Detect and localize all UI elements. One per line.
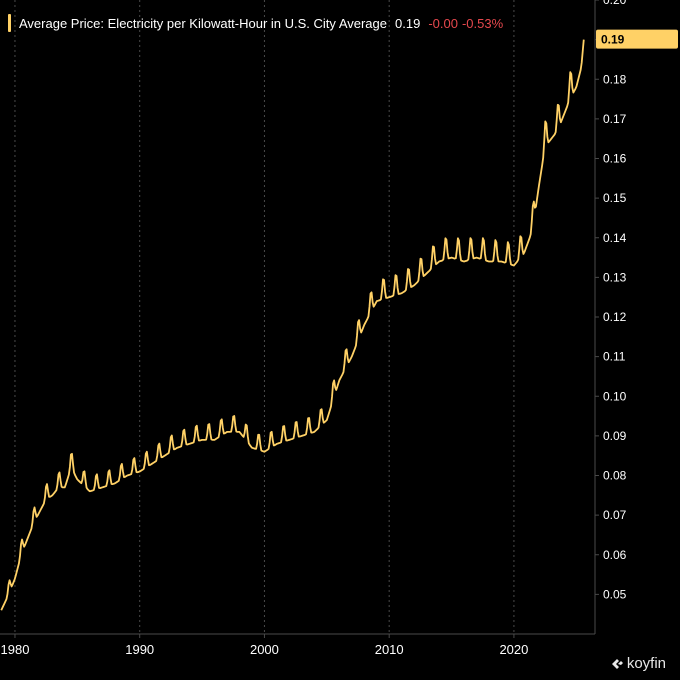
y-tick-label: 0.18 (603, 72, 627, 86)
x-axis-ticks: 1980 1990 2000 2010 2020 (1, 634, 528, 657)
x-tick-label: 2020 (499, 642, 528, 657)
legend-change-percent: -0.53% (461, 15, 504, 31)
legend-series-title: Average Price: Electricity per Kilowatt-… (19, 15, 387, 31)
y-tick-label: 0.16 (603, 152, 627, 166)
y-tick-label: 0.10 (603, 389, 627, 403)
y-tick-label: 0.09 (603, 429, 627, 443)
koyfin-wordmark: koyfin (626, 655, 666, 672)
x-tick-label: 1980 (1, 642, 30, 657)
y-tick-label: 0.05 (603, 587, 627, 601)
y-tick-label: 0.15 (603, 191, 627, 205)
y-axis-ticks: 0.05 0.06 0.07 0.08 0.09 0.10 0.11 0.12 0.13 0.14… (595, 0, 627, 601)
chart-legend: Average Price: Electricity per Kilowatt-… (8, 14, 503, 32)
series-line-electricity-price (0, 39, 585, 611)
y-tick-label: 0.06 (603, 548, 627, 562)
y-tick-label: 0.14 (603, 231, 627, 245)
y-tick-label: 0.13 (603, 270, 627, 284)
legend-current-value: 0.19 (395, 15, 421, 31)
koyfin-watermark: koyfin (610, 655, 666, 672)
y-tick-label: 0.12 (603, 310, 627, 324)
x-tick-label: 2000 (250, 642, 279, 657)
legend-color-swatch (8, 14, 11, 32)
x-tick-label: 1990 (125, 642, 154, 657)
last-value-tag-label: 0.19 (601, 33, 625, 47)
chart-gridlines (14, 0, 515, 634)
y-tick-label: 0.20 (603, 0, 627, 7)
x-tick-label: 2010 (375, 642, 404, 657)
y-tick-label: 0.08 (603, 469, 627, 483)
legend-change-value: -0.00 (428, 15, 458, 31)
y-tick-label: 0.17 (603, 112, 627, 126)
last-value-tag-background (596, 29, 678, 49)
y-tick-label: 0.07 (603, 508, 627, 522)
koyfin-logo-icon (611, 658, 623, 669)
y-tick-label: 0.11 (603, 350, 626, 364)
last-value-tag: 0.19 (596, 29, 678, 49)
